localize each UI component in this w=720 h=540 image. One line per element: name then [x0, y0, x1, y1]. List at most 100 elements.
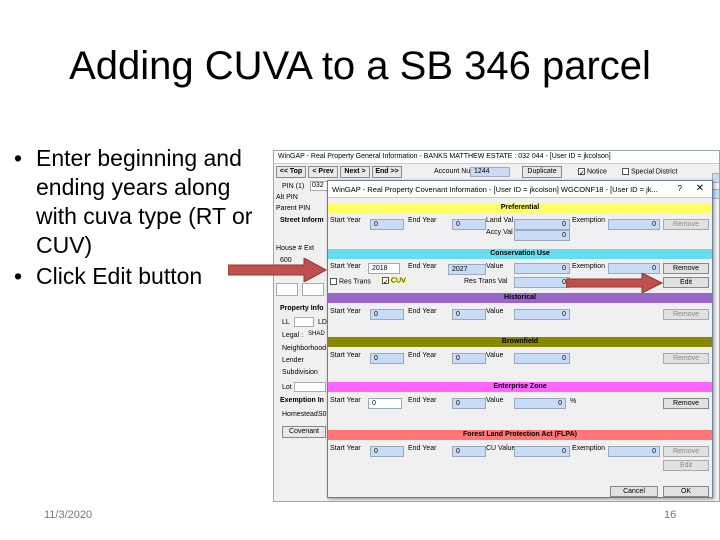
preferential-exemption-label: Exemption [572, 217, 606, 224]
enterprise-start-year-field[interactable]: 0 [368, 398, 402, 409]
ok-button[interactable]: OK [663, 486, 709, 497]
conservation-edit-button[interactable]: Edit [663, 277, 709, 288]
enterprise-remove-button[interactable]: Remove [663, 398, 709, 409]
enterprise-start-year-label: Start Year [330, 397, 361, 404]
enterprise-value-field[interactable]: 0 [514, 398, 566, 409]
conservation-value-label: Value [486, 263, 504, 270]
conservation-end-year-label: End Year [408, 263, 437, 270]
historical-start-year-label: Start Year [330, 308, 361, 315]
checkbox-icon[interactable] [622, 168, 629, 175]
conservation-remove-button[interactable]: Remove [663, 263, 709, 274]
brownfield-start-year-label: Start Year [330, 352, 361, 359]
checkbox-icon[interactable] [330, 278, 337, 285]
conservation-end-year-field[interactable]: 2027 [448, 264, 486, 275]
side-field[interactable] [712, 173, 719, 183]
flpa-exemption-field[interactable]: 0 [608, 446, 660, 457]
preferential-end-year-label: End Year [408, 217, 437, 224]
street-field[interactable] [276, 283, 298, 296]
conservation-start-year-field[interactable]: 2018 [368, 263, 400, 274]
accy-val-field[interactable]: 0 [514, 230, 570, 241]
account-number-field[interactable]: 1244 [470, 167, 510, 177]
flpa-header: Forest Land Protection Act (FLPA) [328, 430, 712, 440]
lot-label: Lot [282, 384, 292, 391]
close-icon[interactable]: ✕ [695, 183, 704, 194]
bullet-dot-icon: • [14, 145, 23, 171]
historical-value-field[interactable]: 0 [514, 309, 570, 320]
preferential-header: Preferential [328, 203, 712, 213]
conservation-value-field[interactable]: 0 [514, 263, 570, 274]
accy-val-label: Accy Val [486, 229, 513, 236]
brownfield-remove-button[interactable]: Remove [663, 353, 709, 364]
cuv-checkbox[interactable]: ✓ CUV [380, 277, 408, 286]
user-id: - [User ID = jkcolson] [545, 153, 611, 160]
brownfield-end-year-label: End Year [408, 352, 437, 359]
bullet-list: • Enter beginning and ending years along … [14, 144, 254, 293]
preferential-exemption-field[interactable]: 0 [608, 219, 660, 230]
window-title: WinGAP - Real Property General Informati… [278, 153, 544, 160]
help-icon[interactable]: ? [677, 184, 682, 193]
side-field[interactable] [712, 189, 719, 199]
land-val-field[interactable]: 0 [514, 219, 570, 230]
slide-date: 11/3/2020 [44, 509, 93, 521]
subdivision-label: Subdivision [282, 369, 318, 376]
preferential-remove-button[interactable]: Remove [663, 219, 709, 230]
flpa-edit-button[interactable]: Edit [663, 460, 709, 471]
legal-value: SHAD [308, 331, 325, 337]
lender-label: Lender [282, 357, 304, 364]
bullet-dot-icon: • [14, 263, 23, 289]
brownfield-value-label: Value [486, 352, 504, 359]
duplicate-button[interactable]: Duplicate [522, 166, 562, 178]
enterprise-end-year-field[interactable]: 0 [452, 398, 486, 409]
prev-button[interactable]: < Prev [308, 166, 338, 178]
res-trans-val-label: Res Trans Val [464, 278, 508, 285]
cu-value-field[interactable]: 0 [514, 446, 570, 457]
historical-remove-button[interactable]: Remove [663, 309, 709, 320]
res-trans-checkbox[interactable]: Res Trans [330, 278, 371, 285]
next-button[interactable]: Next > [340, 166, 370, 178]
conservation-header: Conservation Use [328, 249, 712, 259]
enterprise-end-year-label: End Year [408, 397, 437, 404]
flpa-start-year-label: Start Year [330, 445, 361, 452]
dialog-title: WinGAP - Real Property Covenant Informat… [332, 185, 658, 194]
covenant-dialog: WinGAP - Real Property Covenant Informat… [327, 180, 713, 498]
lot-field[interactable] [294, 382, 326, 392]
conservation-exemption-field[interactable]: 0 [608, 263, 660, 274]
covenant-button[interactable]: Covenant [282, 426, 326, 438]
historical-end-year-field[interactable]: 0 [452, 309, 486, 320]
alt-pin-label: Alt PIN [276, 194, 298, 201]
cancel-button[interactable]: Cancel [610, 486, 658, 497]
arrow-right-icon [228, 258, 328, 282]
historical-end-year-label: End Year [408, 308, 437, 315]
enterprise-zone-header: Enterprise Zone [328, 382, 712, 392]
flpa-remove-button[interactable]: Remove [663, 446, 709, 457]
notice-check-icon[interactable]: ✓ [578, 168, 585, 177]
check-icon[interactable]: ✓ [382, 277, 389, 286]
pin-field[interactable]: 032 [310, 181, 328, 191]
neighborhood-label: Neighborhood [282, 345, 326, 352]
brownfield-end-year-field[interactable]: 0 [452, 353, 486, 364]
historical-start-year-field[interactable]: 0 [370, 309, 404, 320]
preferential-start-year-label: Start Year [330, 217, 361, 224]
notice-checkbox[interactable]: ✓ Notice [578, 168, 607, 177]
historical-value-label: Value [486, 308, 504, 315]
top-button[interactable]: << Top [276, 166, 306, 178]
preferential-start-year-field[interactable]: 0 [370, 219, 404, 230]
legal-label: Legal : [282, 332, 304, 339]
ll-label: LL [282, 319, 290, 326]
account-number-label: Account Number [434, 168, 487, 175]
brownfield-header: Brownfield [328, 337, 712, 347]
preferential-end-year-field[interactable]: 0 [452, 219, 486, 230]
end-button[interactable]: End >> [372, 166, 402, 178]
flpa-end-year-field[interactable]: 0 [452, 446, 486, 457]
brownfield-value-field[interactable]: 0 [514, 353, 570, 364]
flpa-exemption-label: Exemption [572, 445, 606, 452]
brownfield-start-year-field[interactable]: 0 [370, 353, 404, 364]
nav-toolbar: << Top < Prev Next > End >> Account Numb… [274, 165, 719, 179]
flpa-start-year-field[interactable]: 0 [370, 446, 404, 457]
special-district-checkbox[interactable]: Special District [622, 168, 677, 175]
exemption-info-label: Exemption In [280, 397, 324, 404]
ll-field[interactable] [294, 317, 314, 327]
res-trans-val-field[interactable]: 0 [514, 277, 570, 288]
street-field-2[interactable] [302, 283, 324, 296]
slide-title: Adding CUVA to a SB 346 parcel [69, 44, 651, 88]
